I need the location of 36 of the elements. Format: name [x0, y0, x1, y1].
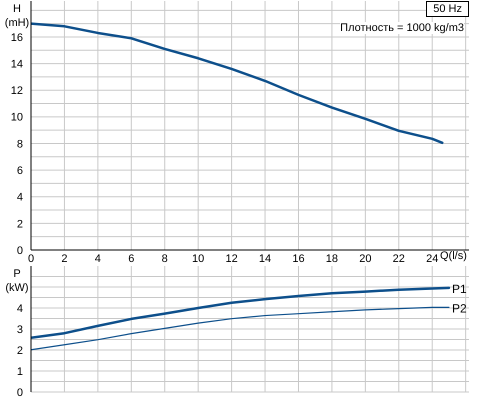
x-tick-label: 0 [28, 252, 34, 265]
series-label: P1 [452, 282, 467, 296]
x-tick-label: 20 [359, 252, 372, 265]
y-tick-label: 1 [16, 366, 23, 378]
y-tick-label: 12 [10, 85, 23, 98]
x-tick-label: 8 [162, 252, 168, 265]
line-series [31, 306, 450, 350]
y-axis-title: H (mH) [4, 2, 30, 30]
y-axis-title: P (kW) [4, 267, 30, 295]
x-tick-label: 18 [326, 252, 338, 265]
y-tick-label: 0 [16, 244, 23, 257]
y-tick-label: 2 [16, 218, 23, 230]
annotation: Плотность = 1000 kg/m3 [340, 22, 464, 34]
chart-title: 50 Hz [426, 1, 469, 17]
x-tick-label: 24 [426, 252, 438, 265]
series-label: P2 [452, 301, 467, 316]
y-tick-label: 6 [16, 165, 23, 178]
x-tick-label: 2 [61, 252, 68, 265]
x-tick-label: 16 [292, 252, 305, 265]
y-tick-label: 2 [16, 344, 23, 357]
y-tick-label: 16 [10, 32, 23, 44]
y-tick-label: 4 [16, 192, 23, 204]
y-tick-label: 0 [16, 386, 23, 399]
y-tick-label: 8 [16, 138, 23, 150]
x-tick-label: 14 [258, 252, 272, 265]
x-tick-label: 12 [225, 252, 238, 265]
x-tick-label: 6 [128, 252, 134, 265]
y-tick-label: 10 [10, 112, 23, 124]
line-series [31, 286, 450, 340]
y-tick-label: 3 [16, 324, 23, 336]
x-tick-label: 4 [94, 252, 101, 265]
y-tick-label: 14 [10, 58, 23, 70]
x-tick-label: 10 [192, 252, 204, 265]
x-tick-label: 22 [392, 252, 405, 265]
x-axis-title: Q(l/s) [440, 250, 467, 262]
y-tick-label: 4 [16, 302, 23, 315]
